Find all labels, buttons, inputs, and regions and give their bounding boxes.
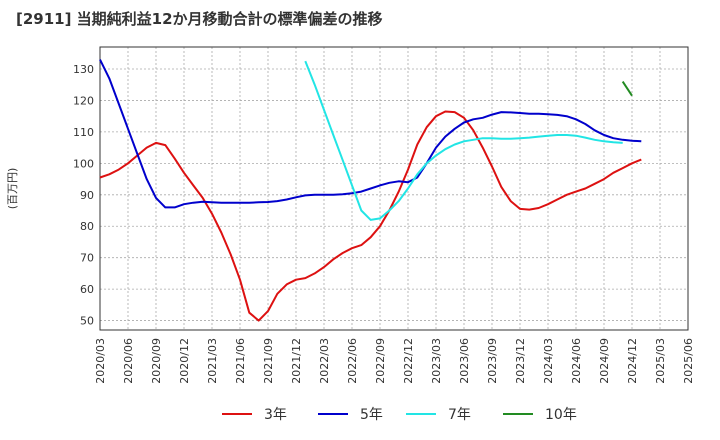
- y-tick-label: 90: [80, 189, 94, 202]
- x-tick-label: 2020/12: [178, 338, 191, 384]
- x-tick-label: 2025/06: [682, 338, 695, 384]
- series-line-3: [304, 60, 623, 221]
- x-axis-ticks: 2020/03 2020/06 2020/09 2020/12 2021/03 2021/…: [94, 338, 695, 384]
- y-axis-label: (百万円): [6, 168, 19, 210]
- legend-label-1: 3年: [264, 407, 287, 423]
- x-tick-label: 2022/12: [402, 338, 415, 384]
- grid-layer: [99, 47, 689, 330]
- series-line-1: [99, 110, 642, 322]
- y-tick-label: 120: [73, 94, 94, 107]
- x-tick-label: 2020/09: [150, 338, 163, 384]
- x-tick-label: 2024/12: [626, 338, 639, 384]
- y-tick-label: 100: [73, 157, 94, 170]
- y-tick-label: 60: [80, 283, 94, 296]
- legend-label-3: 7年: [448, 407, 471, 423]
- x-tick-label: 2020/03: [94, 338, 107, 384]
- plot-frame: [99, 46, 689, 331]
- legend-label-2: 5年: [360, 407, 383, 423]
- legend-label-4: 10年: [545, 407, 577, 423]
- plot-area-border: [99, 46, 689, 331]
- x-tick-label: 2023/09: [486, 338, 499, 384]
- y-tick-label: 70: [80, 252, 94, 265]
- x-tick-label: 2024/03: [542, 338, 555, 384]
- series-line-4: [621, 81, 633, 97]
- x-tick-label: 2022/03: [318, 338, 331, 384]
- y-tick-label: 50: [80, 315, 94, 328]
- x-tick-label: 2022/06: [346, 338, 359, 384]
- y-tick-label: 130: [73, 63, 94, 76]
- chart-title: [2911] 当期純利益12か月移動合計の標準偏差の推移: [16, 10, 383, 28]
- series-line-2: [99, 59, 642, 209]
- y-tick-label: 80: [80, 220, 94, 233]
- x-tick-label: 2021/03: [206, 338, 219, 384]
- y-axis-ticks: 50 60 70 80 90 100 110 120 130: [73, 63, 94, 328]
- y-tick-label: 110: [73, 126, 94, 139]
- x-tick-label: 2025/03: [654, 338, 667, 384]
- x-tick-label: 2024/09: [598, 338, 611, 384]
- x-tick-label: 2021/09: [262, 338, 275, 384]
- x-tick-label: 2023/12: [514, 338, 527, 384]
- x-tick-label: 2021/12: [290, 338, 303, 384]
- x-tick-label: 2020/06: [122, 338, 135, 384]
- x-tick-label: 2023/03: [430, 338, 443, 384]
- series-layer: [99, 59, 642, 322]
- x-tick-label: 2024/06: [570, 338, 583, 384]
- x-tick-label: 2022/09: [374, 338, 387, 384]
- x-tick-label: 2021/06: [234, 338, 247, 384]
- legend: 3年 5年 7年 10年: [222, 407, 577, 423]
- x-tick-label: 2023/06: [458, 338, 471, 384]
